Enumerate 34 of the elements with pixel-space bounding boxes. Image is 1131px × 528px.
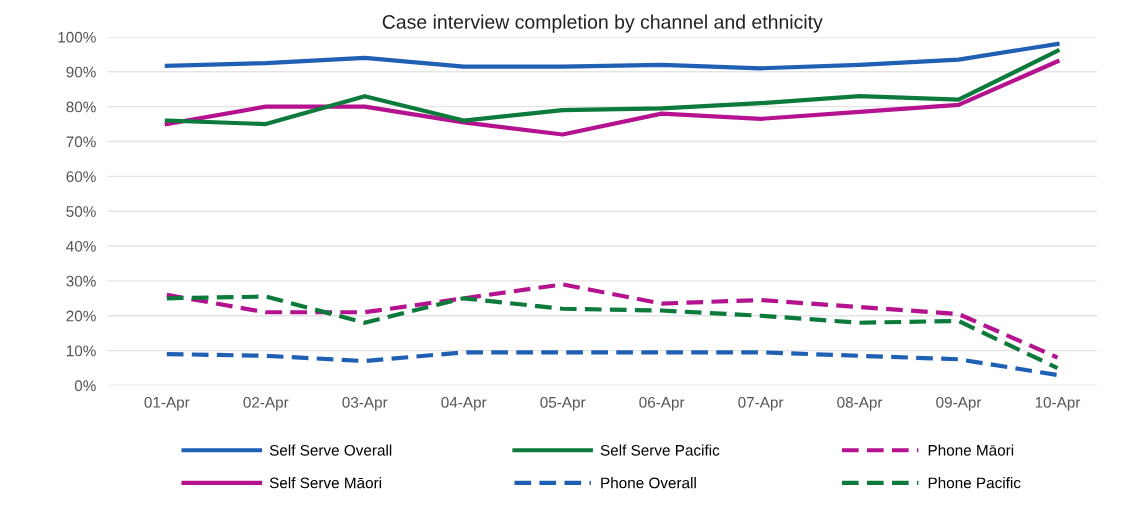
line-series [164,350,1060,378]
x-tick-label: 03-Apr [342,396,388,411]
legend-label: Phone Pacific [928,477,1021,489]
x-tick-label: 01-Apr [144,396,190,411]
line-series [164,41,1060,71]
line-series [164,48,1060,127]
legend-label: Phone Māori [928,444,1014,456]
y-tick-label: 100% [58,31,96,43]
legend-label: Self Serve Overall [269,444,392,456]
legend-label: Self Serve Māori [269,477,382,489]
y-tick-label: 40% [66,240,96,252]
x-tick-label: 07-Apr [738,396,784,411]
y-tick-label: 70% [66,136,96,148]
x-tick-label: 04-Apr [441,396,487,411]
y-tick-label: 20% [66,310,96,322]
x-tick-label: 02-Apr [243,396,289,411]
x-tick-label: 10-Apr [1035,396,1081,411]
line-series [164,59,1060,137]
y-tick-label: 30% [66,275,96,287]
x-tick-label: 08-Apr [837,396,883,411]
y-tick-label: 0% [74,380,96,392]
x-tick-label: 06-Apr [639,396,685,411]
chart-title: Case interview completion by channel and ethnicity [382,14,823,33]
y-tick-label: 60% [66,171,96,183]
line-series [164,294,1060,371]
line-series [164,282,1060,360]
y-tick-label: 90% [66,66,96,78]
x-tick-label: 09-Apr [936,396,982,411]
y-tick-label: 10% [66,345,96,357]
y-tick-label: 50% [66,206,96,217]
legend-label: Self Serve Pacific [600,444,720,456]
legend-label: Phone Overall [601,477,696,489]
y-tick-label: 80% [66,101,96,113]
x-tick-label: 05-Apr [540,396,586,411]
